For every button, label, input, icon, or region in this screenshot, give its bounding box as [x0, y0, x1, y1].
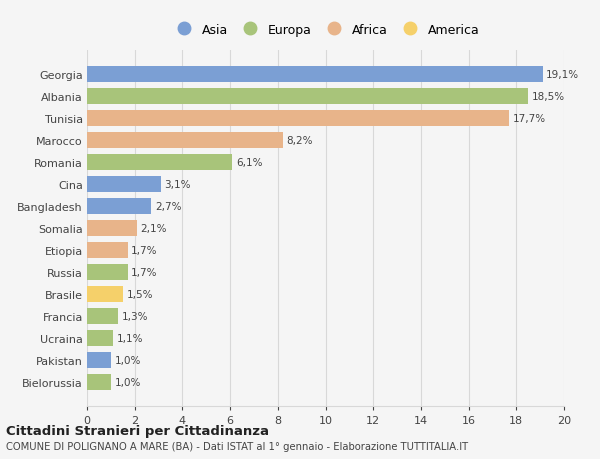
- Text: 8,2%: 8,2%: [286, 135, 313, 146]
- Text: 6,1%: 6,1%: [236, 157, 263, 168]
- Bar: [87, 286, 123, 302]
- Text: 2,1%: 2,1%: [140, 224, 167, 233]
- Text: 2,7%: 2,7%: [155, 202, 181, 212]
- Bar: [87, 330, 113, 346]
- Text: 19,1%: 19,1%: [546, 70, 579, 79]
- Text: 18,5%: 18,5%: [532, 91, 565, 101]
- Text: 3,1%: 3,1%: [164, 179, 191, 190]
- Text: 1,0%: 1,0%: [115, 355, 141, 365]
- Bar: [87, 308, 118, 324]
- Bar: [87, 177, 161, 192]
- Bar: [87, 111, 509, 126]
- Bar: [87, 374, 111, 390]
- Bar: [87, 67, 542, 83]
- Text: 1,3%: 1,3%: [122, 311, 148, 321]
- Text: 1,0%: 1,0%: [115, 377, 141, 387]
- Bar: [87, 220, 137, 236]
- Text: 17,7%: 17,7%: [513, 113, 546, 123]
- Bar: [87, 352, 111, 368]
- Text: 1,7%: 1,7%: [131, 267, 158, 277]
- Bar: [87, 133, 283, 148]
- Bar: [87, 242, 128, 258]
- Bar: [87, 198, 151, 214]
- Bar: [87, 89, 528, 105]
- Text: 1,7%: 1,7%: [131, 245, 158, 255]
- Text: Cittadini Stranieri per Cittadinanza: Cittadini Stranieri per Cittadinanza: [6, 424, 269, 437]
- Text: 1,5%: 1,5%: [127, 289, 153, 299]
- Bar: [87, 264, 128, 280]
- Text: 1,1%: 1,1%: [117, 333, 143, 343]
- Legend: Asia, Europa, Africa, America: Asia, Europa, Africa, America: [169, 21, 482, 39]
- Bar: [87, 155, 232, 170]
- Text: COMUNE DI POLIGNANO A MARE (BA) - Dati ISTAT al 1° gennaio - Elaborazione TUTTIT: COMUNE DI POLIGNANO A MARE (BA) - Dati I…: [6, 441, 468, 451]
